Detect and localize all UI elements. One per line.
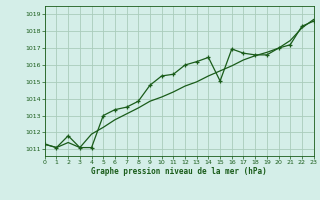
X-axis label: Graphe pression niveau de la mer (hPa): Graphe pression niveau de la mer (hPa) (91, 167, 267, 176)
